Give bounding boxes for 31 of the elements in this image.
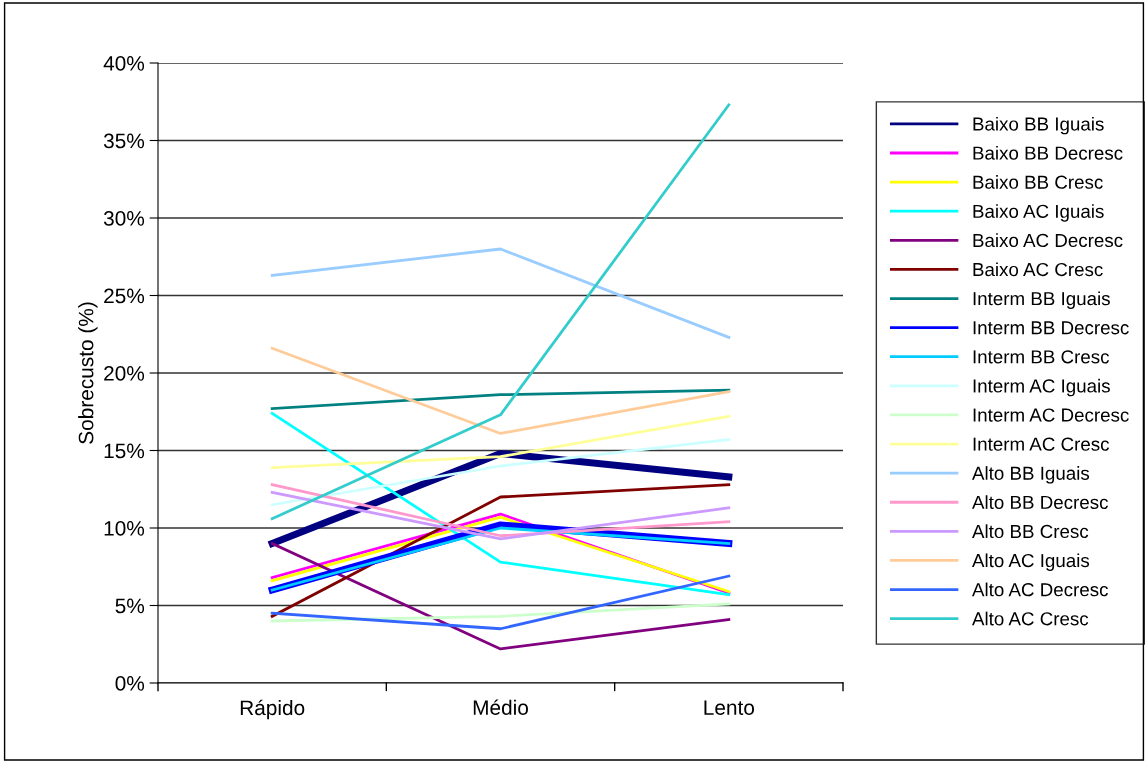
legend-label: Alto AC Cresc — [972, 611, 1089, 626]
legend-label: Baixo AC Cresc — [973, 262, 1103, 277]
y-tick-label: 0% — [115, 676, 145, 691]
legend-label: Baixo BB Iguais — [973, 116, 1104, 135]
legend-label: Alto BB Iguais — [972, 466, 1090, 484]
x-tick-label: Médio — [473, 699, 528, 715]
y-tick-label: 30% — [103, 211, 145, 226]
legend-label: Alto AC Decresc — [972, 582, 1108, 597]
legend-label: Baixo BB Cresc — [973, 175, 1103, 189]
x-tick-label: Lento — [704, 700, 755, 715]
legend-label: Interm AC Iguais — [973, 378, 1110, 397]
y-tick-label: 10% — [104, 521, 145, 536]
legend-label: Alto AC Iguais — [972, 553, 1090, 571]
legend-label: Interm BB Decresc — [973, 321, 1129, 335]
y-tick-label: 25% — [104, 288, 145, 304]
y-tick-label: 20% — [104, 366, 145, 381]
legend-label: Interm BB Cresc — [973, 350, 1110, 364]
x-tick-label: Rápido — [240, 699, 305, 720]
y-tick-label: 15% — [104, 443, 145, 459]
y-axis-title: Sobrecusto (%) — [78, 302, 98, 444]
y-tick-label: 5% — [115, 598, 145, 614]
legend-label: Interm AC Cresc — [973, 437, 1110, 451]
legend-label: Baixo BB Decresc — [973, 145, 1123, 160]
legend-label: Alto BB Decresc — [972, 495, 1108, 509]
legend-label: Baixo AC Iguais — [973, 204, 1104, 222]
legend-label: Interm AC Decresc — [973, 408, 1129, 422]
legend-label: Alto BB Cresc — [972, 524, 1089, 539]
y-tick-label: 35% — [103, 133, 145, 149]
legend-label: Baixo AC Decresc — [973, 233, 1123, 248]
y-tick-label: 40% — [103, 56, 145, 71]
legend-label: Interm BB Iguais — [973, 291, 1110, 309]
